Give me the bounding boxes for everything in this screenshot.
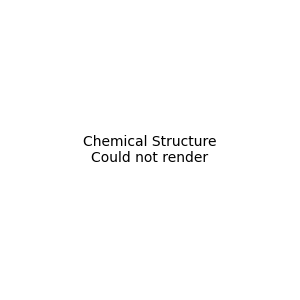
Text: Chemical Structure
Could not render: Chemical Structure Could not render: [83, 135, 217, 165]
